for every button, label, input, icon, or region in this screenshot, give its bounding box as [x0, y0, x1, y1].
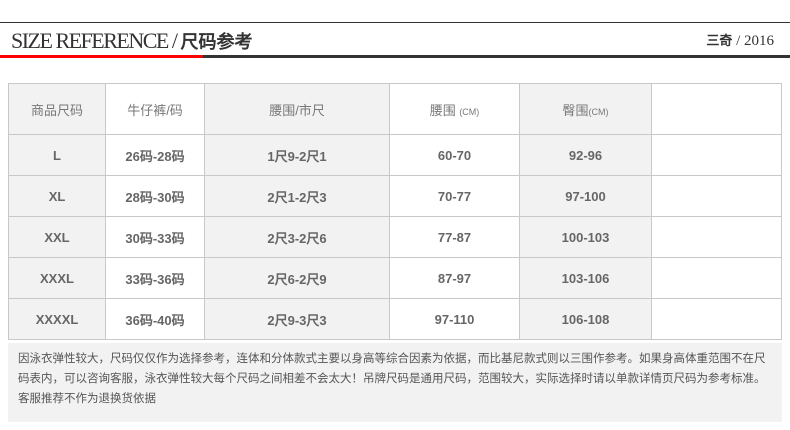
header-cell: 商品尺码	[8, 83, 106, 135]
table-row: XXXXL 36码-40码 2尺9-3尺3 97-110 106-108	[8, 298, 782, 340]
header-cell: 牛仔裤/码	[105, 83, 205, 135]
table-cell: 1尺9-2尺1	[204, 134, 390, 176]
table-cell	[651, 175, 782, 217]
table-cell: L	[8, 134, 106, 176]
table-cell: 26码-28码	[105, 134, 205, 176]
table-cell	[651, 257, 782, 299]
brand-label: 三奇 / 2016	[706, 30, 774, 50]
title-underline	[203, 55, 790, 58]
note-text: 因泳衣弹性较大，尺码仅仅作为选择参考，连体和分体款式主要以身高等综合因素为依据，…	[18, 353, 766, 405]
table-cell: 2尺6-2尺9	[204, 257, 390, 299]
header-cell: 腰围/市尺	[204, 83, 390, 135]
table-header-row: 商品尺码 牛仔裤/码 腰围/市尺 腰围 (CM) 臀围(CM)	[8, 83, 782, 135]
table-cell	[651, 298, 782, 340]
brand-year: / 2016	[732, 33, 774, 49]
table-cell: 70-77	[389, 175, 520, 217]
header-label: 腰围/市尺	[269, 102, 325, 118]
table-cell: 97-110	[389, 298, 520, 340]
table-cell	[651, 134, 782, 176]
table-row: L 26码-28码 1尺9-2尺1 60-70 92-96	[8, 134, 782, 176]
table-cell: 33码-36码	[105, 257, 205, 299]
table-cell: 92-96	[519, 134, 652, 176]
header-cell: 臀围(CM)	[519, 83, 652, 135]
table-cell: 103-106	[519, 257, 652, 299]
table-cell: 2尺9-3尺3	[204, 298, 390, 340]
table-cell: XL	[8, 175, 106, 217]
table-row: XXXL 33码-36码 2尺6-2尺9 87-97 103-106	[8, 257, 782, 299]
brand-name: 三奇	[706, 34, 733, 49]
title-cn: 尺码参考	[180, 32, 253, 53]
table-row: XL 28码-30码 2尺1-2尺3 70-77 97-100	[8, 175, 782, 217]
header-label: 商品尺码	[30, 102, 83, 118]
table-cell: 106-108	[519, 298, 652, 340]
table-cell: 28码-30码	[105, 175, 205, 217]
header-cell	[651, 83, 782, 135]
table-cell	[651, 216, 782, 258]
table-cell: 60-70	[389, 134, 520, 176]
table-cell: XXXXL	[8, 298, 106, 340]
header-label: 臀围	[562, 102, 589, 118]
table-cell: 30码-33码	[105, 216, 205, 258]
size-table: 商品尺码 牛仔裤/码 腰围/市尺 腰围 (CM) 臀围(CM) L 26码-28码…	[8, 83, 782, 340]
accent-bar	[0, 55, 203, 58]
top-divider	[0, 22, 790, 23]
page-title: SIZE REFERENCE / 尺码参考	[11, 28, 252, 54]
table-cell: 97-100	[519, 175, 652, 217]
header-unit: (CM)	[588, 106, 609, 117]
table-cell: 77-87	[389, 216, 520, 258]
header-cell: 腰围 (CM)	[389, 83, 520, 135]
table-cell: XXL	[8, 216, 106, 258]
header-label: 牛仔裤/码	[127, 102, 183, 118]
table-cell: 100-103	[519, 216, 652, 258]
table-cell: 36码-40码	[105, 298, 205, 340]
table-cell: 87-97	[389, 257, 520, 299]
size-note: 因泳衣弹性较大，尺码仅仅作为选择参考，连体和分体款式主要以身高等综合因素为依据，…	[8, 343, 782, 422]
title-en: SIZE REFERENCE /	[11, 28, 181, 53]
table-cell: 2尺1-2尺3	[204, 175, 390, 217]
header-label: 腰围	[429, 102, 460, 118]
header-unit: (CM)	[459, 106, 480, 117]
table-cell: XXXL	[8, 257, 106, 299]
table-row: XXL 30码-33码 2尺3-2尺6 77-87 100-103	[8, 216, 782, 258]
table-cell: 2尺3-2尺6	[204, 216, 390, 258]
